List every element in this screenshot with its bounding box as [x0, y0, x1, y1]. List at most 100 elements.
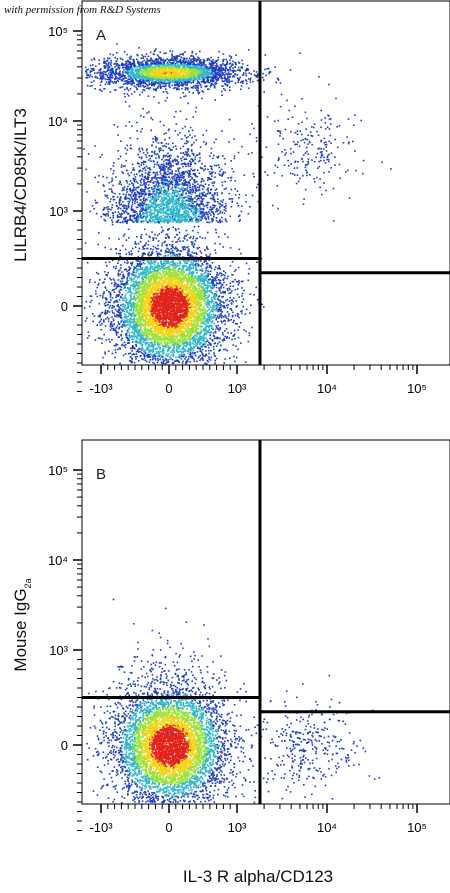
event-dot — [239, 77, 241, 79]
event-dot — [224, 188, 226, 190]
event-dot — [244, 174, 246, 176]
event-dot — [104, 88, 106, 90]
event-dot — [206, 72, 208, 74]
event-dot — [194, 206, 196, 208]
event-dot — [227, 177, 229, 179]
event-dot — [197, 176, 199, 178]
event-dot — [103, 208, 105, 210]
event-dot — [257, 74, 259, 76]
event-dot — [152, 190, 154, 192]
event-dot — [250, 81, 252, 83]
event-dot — [176, 174, 178, 176]
event-dot — [184, 143, 186, 145]
event-dot — [183, 219, 185, 221]
event-dot — [178, 218, 180, 220]
event-dot — [182, 156, 184, 158]
event-dot — [187, 81, 189, 83]
event-dot — [108, 215, 110, 217]
event-dot — [213, 76, 215, 78]
event-dot — [167, 195, 169, 197]
event-dot — [256, 76, 258, 78]
event-dot — [262, 73, 264, 75]
event-dot — [215, 65, 217, 67]
event-dot — [115, 82, 117, 84]
event-dot — [147, 176, 149, 178]
event-dot — [166, 91, 168, 93]
event-dot — [132, 204, 134, 206]
event-dot — [120, 200, 122, 202]
event-dot — [178, 69, 180, 71]
event-dot — [220, 200, 222, 202]
event-dot — [184, 210, 186, 212]
event-dot — [140, 190, 142, 192]
event-dot — [193, 56, 195, 58]
event-dot — [127, 198, 129, 200]
event-dot — [182, 92, 184, 94]
event-dot — [126, 212, 128, 214]
event-dot — [207, 74, 209, 76]
event-dot — [189, 184, 191, 186]
event-dot — [186, 171, 188, 173]
event-dot — [111, 190, 113, 192]
event-dot — [194, 201, 196, 203]
event-dot — [124, 186, 126, 188]
event-dot — [134, 198, 136, 200]
event-dot — [123, 205, 125, 207]
event-dot — [212, 71, 214, 73]
event-dot — [216, 80, 218, 82]
event-dot — [227, 84, 229, 86]
event-dot — [110, 80, 112, 82]
event-dot — [140, 164, 142, 166]
event-dot — [186, 152, 188, 154]
event-dot — [217, 72, 219, 74]
event-dot — [93, 80, 95, 82]
event-dot — [151, 210, 153, 212]
event-dot — [180, 158, 182, 160]
event-dot — [222, 80, 224, 82]
event-dot — [210, 173, 212, 175]
event-dot — [182, 171, 184, 173]
event-dot — [318, 76, 320, 78]
event-dot — [176, 160, 178, 162]
event-dot — [194, 197, 196, 199]
event-dot — [202, 215, 204, 217]
event-dot — [212, 81, 214, 83]
event-dot — [201, 74, 203, 76]
event-dot — [149, 84, 151, 86]
event-dot — [141, 221, 143, 223]
event-dot — [87, 77, 89, 79]
event-dot — [162, 176, 164, 178]
event-dot — [169, 78, 171, 80]
event-dot — [250, 79, 252, 81]
event-dot — [163, 91, 165, 93]
event-dot — [102, 72, 104, 74]
event-dot — [185, 89, 187, 91]
event-dot — [162, 76, 164, 78]
event-dot — [112, 54, 114, 56]
event-dot — [160, 80, 162, 82]
event-dot — [230, 177, 232, 179]
event-dot — [187, 70, 189, 72]
event-dot — [193, 86, 195, 88]
event-dot — [175, 170, 177, 172]
event-dot — [186, 218, 188, 220]
event-dot — [105, 84, 107, 86]
event-dot — [133, 189, 135, 191]
event-dot — [209, 59, 211, 61]
event-dot — [126, 54, 128, 56]
event-dot — [196, 78, 198, 80]
event-dot — [177, 202, 179, 204]
event-dot — [153, 166, 155, 168]
event-dot — [234, 62, 236, 64]
event-dot — [174, 72, 176, 74]
event-dot — [135, 79, 137, 81]
event-dot — [232, 61, 234, 63]
event-dot — [217, 59, 219, 61]
event-dot — [241, 85, 243, 87]
event-dot — [197, 195, 199, 197]
event-dot — [155, 58, 157, 60]
event-dot — [221, 70, 223, 72]
event-dot — [131, 192, 133, 194]
event-dot — [195, 67, 197, 69]
event-dot — [176, 55, 178, 57]
